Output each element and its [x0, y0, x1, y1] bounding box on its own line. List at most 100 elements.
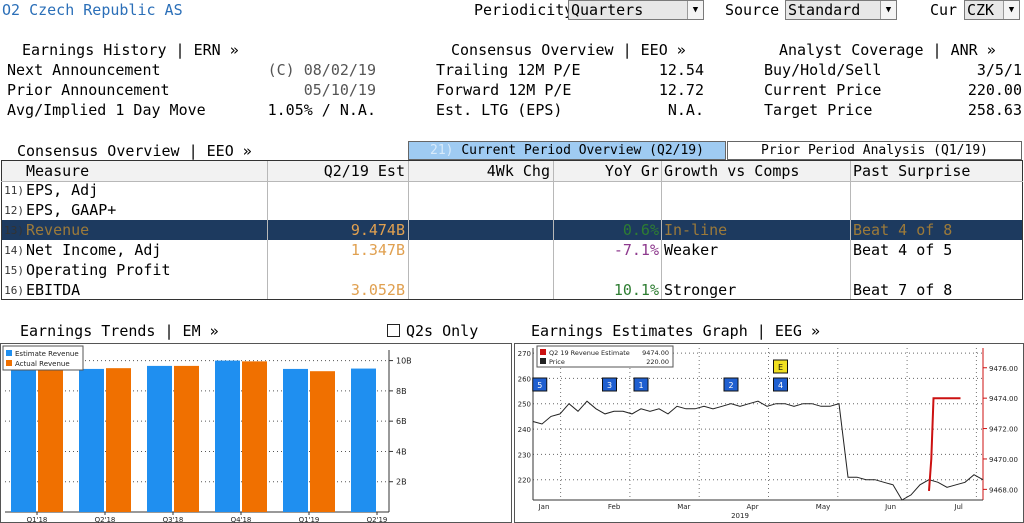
col-header-measure[interactable]: Measure [26, 162, 90, 180]
bar-actual-revenue [310, 371, 335, 512]
next-announcement-value: (C) 08/02/19 [267, 61, 376, 79]
row-number: 13) [4, 224, 24, 237]
measure-operating-profit[interactable]: Operating Profit [26, 261, 171, 279]
surprise-ebitda: Beat 7 of 8 [853, 281, 953, 299]
legend-label-actual: Actual Revenue [15, 360, 70, 368]
target-price-label: Target Price [764, 101, 873, 119]
est-ebitda: 3.052B [350, 281, 405, 299]
legend-label-estimate: Q2 19 Revenue Estimate [549, 349, 630, 357]
trailing-pe-value: 12.54 [658, 61, 704, 79]
comps-net-income: Weaker [664, 241, 719, 259]
y-left-tick-label: 250 [518, 401, 531, 409]
est-net-income: 1.347B [350, 241, 405, 259]
measure-revenue[interactable]: Revenue [26, 221, 90, 239]
x-tick-label: Q1'18 [27, 516, 48, 523]
yoy-ebitda: 10.1% [613, 281, 659, 299]
legend-swatch-estimate [540, 349, 546, 355]
col-header-4wk-chg[interactable]: 4Wk Chg [486, 162, 550, 180]
event-marker [602, 377, 617, 392]
event-marker-label: 2 [728, 381, 733, 390]
row-number: 16) [4, 284, 24, 297]
analyst-coverage-link[interactable]: Analyst Coverage | ANR » [779, 41, 996, 59]
x-tick-label: Mar [677, 503, 690, 511]
measure-eps-adj[interactable]: EPS, Adj [26, 181, 99, 199]
col-header-yoy-gr[interactable]: YoY Gr [604, 162, 659, 180]
consensus-table-link[interactable]: Consensus Overview | EEO » [17, 142, 252, 160]
trailing-pe-label: Trailing 12M P/E [436, 61, 581, 79]
event-marker-label: 1 [638, 381, 643, 390]
est-revenue: 9.474B [350, 221, 405, 239]
y-tick-label: 2B [396, 478, 407, 487]
chevron-down-icon[interactable]: ▼ [1003, 1, 1019, 19]
event-marker-label: E [778, 363, 783, 372]
measure-net-income[interactable]: Net Income, Adj [26, 241, 162, 259]
periodicity-label: Periodicity [474, 1, 574, 19]
periodicity-select[interactable]: Quarters ▼ [568, 0, 704, 20]
tab-prior-period[interactable]: Prior Period Analysis (Q1/19) [727, 141, 1022, 160]
yoy-revenue: 0.6% [622, 221, 659, 239]
q2s-only-label: Q2s Only [406, 322, 479, 340]
row-number: 14) [4, 244, 24, 257]
x-tick-label: Jul [953, 503, 963, 511]
x-year-label: 2019 [731, 512, 749, 520]
measure-ebitda[interactable]: EBITDA [26, 281, 81, 299]
legend-value-price: 220.00 [646, 358, 669, 366]
periodicity-value: Quarters [571, 1, 644, 19]
row-number: 11) [4, 184, 24, 197]
earnings-trends-chart: 2B 4B 6B 8B 10B Q1'18 Q2'18 Q3'18 Q4'18 Q1'19 Q2'1… [0, 343, 512, 523]
avg-move-value: 1.05% / N.A. [267, 101, 376, 119]
tab-current-prefix: 21) [430, 143, 454, 158]
table-header-row [2, 161, 1022, 181]
earnings-graph-link[interactable]: Earnings Estimates Graph | EEG » [531, 322, 820, 340]
est-ltg-value: N.A. [667, 101, 704, 119]
bar-actual-revenue [106, 368, 131, 512]
bar-estimate-revenue [351, 368, 376, 512]
source-value: Standard [788, 1, 861, 19]
security-title: O2 Czech Republic AS [2, 1, 183, 19]
currency-select[interactable]: CZK ▼ [964, 0, 1020, 20]
y-tick-label: 6B [396, 417, 407, 426]
earnings-trends-svg: 2B 4B 6B 8B 10B Q1'18 Q2'18 Q3'18 Q4'18 Q1'19 Q2'1… [2, 345, 412, 523]
y-left-tick-label: 260 [518, 375, 531, 383]
earnings-trends-link[interactable]: Earnings Trends | EM » [20, 322, 219, 340]
event-marker [532, 377, 548, 392]
bar-actual-revenue [174, 365, 199, 512]
measure-eps-gaap[interactable]: EPS, GAAP+ [26, 201, 117, 219]
col-header-growth-vs-comps[interactable]: Growth vs Comps [664, 162, 800, 180]
bar-actual-revenue [242, 361, 267, 512]
legend-label-price: Price [549, 358, 565, 366]
chevron-down-icon[interactable]: ▼ [687, 1, 703, 19]
x-tick-label: Apr [747, 503, 759, 511]
x-tick-label: Feb [608, 503, 621, 511]
x-tick-label: Q2'19 [367, 516, 388, 523]
table-row-highlight [2, 220, 1022, 240]
bar-estimate-revenue [283, 368, 308, 512]
earnings-history-link[interactable]: Earnings History | ERN » [22, 41, 239, 59]
source-select[interactable]: Standard ▼ [785, 0, 897, 20]
source-label: Source [725, 1, 780, 19]
tab-current-period[interactable]: 21) Current Period Overview (Q2/19) [408, 141, 726, 160]
bar-estimate-revenue [147, 365, 172, 512]
consensus-overview-link[interactable]: Consensus Overview | EEO » [451, 41, 686, 59]
event-marker [773, 377, 788, 392]
y-tick-label: 10B [396, 357, 412, 366]
legend-swatch-actual [6, 360, 12, 366]
next-announcement-label: Next Announcement [7, 61, 161, 79]
row-number: 12) [4, 204, 24, 217]
surprise-net-income: Beat 4 of 5 [853, 241, 953, 259]
x-tick-label: Q4'18 [231, 516, 252, 523]
y-left-tick-label: 230 [518, 451, 531, 459]
prior-announcement-label: Prior Announcement [7, 81, 170, 99]
chevron-down-icon[interactable]: ▼ [880, 1, 896, 19]
y-right-tick-label: 9468.00 [989, 486, 1018, 494]
y-tick-label: 4B [396, 447, 407, 456]
y-right-tick-label: 9476.00 [989, 365, 1018, 373]
legend-swatch-estimate [6, 350, 12, 356]
tab-current-label: Current Period Overview (Q2/19) [461, 143, 704, 158]
q2s-only-checkbox[interactable] [387, 324, 400, 337]
line-price [532, 400, 984, 501]
est-ltg-label: Est. LTG (EPS) [436, 101, 563, 119]
col-header-est[interactable]: Q2/19 Est [323, 162, 405, 180]
event-marker-label: 4 [778, 381, 783, 390]
col-header-past-surprise[interactable]: Past Surprise [853, 162, 971, 180]
